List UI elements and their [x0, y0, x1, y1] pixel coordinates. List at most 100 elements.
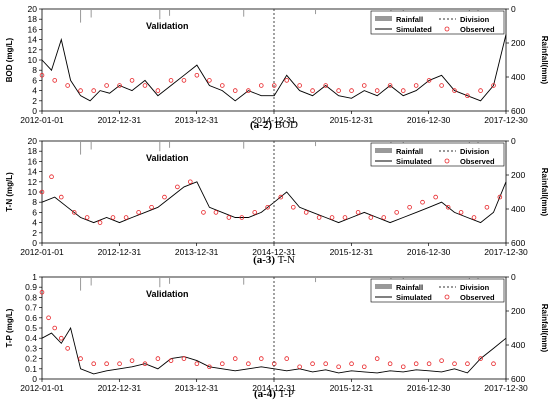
legend-label: Observed [460, 157, 495, 166]
observed-point [387, 83, 393, 88]
observed-point [374, 356, 380, 361]
observed-point [323, 83, 328, 88]
observed-point [491, 361, 496, 367]
panel-caption: (a-4) T-P [254, 388, 294, 400]
observed-point [162, 194, 167, 200]
y-tick-label: 14 [28, 35, 38, 45]
observed-point [297, 83, 302, 88]
legend-swatch-rainfall [375, 148, 392, 153]
y-tick-label: 8 [32, 197, 37, 207]
observed-point [368, 215, 374, 220]
y-tick-label: 2 [32, 96, 37, 106]
y-axis-label: T-P (mg/L) [5, 308, 14, 347]
caption-prefix: (a-3) [253, 254, 275, 266]
observed-point [361, 83, 367, 88]
observed-point [361, 364, 367, 370]
y2-tick-label: 0 [511, 272, 516, 282]
y-tick-label: 4 [32, 218, 37, 228]
y-tick-label: 6 [32, 75, 37, 85]
legend-box [370, 142, 505, 167]
observed-point [71, 210, 77, 215]
observed-point [168, 358, 174, 363]
x-tick-label: 2013-12-31 [175, 247, 219, 257]
y-tick-label: 0 [32, 106, 37, 116]
observed-point [439, 83, 444, 88]
x-tick-label: 2012-12-31 [98, 115, 142, 125]
y2-tick-label: 0 [511, 4, 516, 14]
y2-tick-label: 600 [511, 106, 525, 116]
observed-point [181, 78, 187, 83]
y2-tick-label: 600 [511, 374, 525, 384]
panel-caption: (a-3) T-N [253, 254, 295, 266]
caption-text: T-P [276, 388, 294, 400]
observed-point [39, 289, 45, 295]
y-tick-label: 1 [32, 272, 37, 282]
observed-point [78, 356, 83, 361]
observed-point [336, 364, 341, 370]
observed-point [52, 78, 58, 83]
legend-label: Simulated [396, 293, 432, 302]
y2-axis-label: Rainfall(mm) [540, 304, 549, 353]
observed-point [484, 205, 490, 210]
observed-point [213, 210, 219, 215]
legend-label: Division [460, 15, 490, 24]
y-tick-label: 18 [28, 146, 38, 156]
observed-point [142, 83, 148, 88]
observed-point [284, 356, 290, 361]
observed-point [188, 179, 193, 185]
caption-prefix: (a-4) [254, 388, 276, 400]
legend-label: Rainfall [396, 15, 423, 24]
observed-point [232, 356, 238, 361]
legend-box [370, 10, 505, 35]
y-tick-label: 8 [32, 65, 37, 75]
observed-point [207, 78, 212, 83]
observed-point [78, 88, 83, 93]
y2-axis-label: Rainfall(mm) [540, 36, 549, 85]
observed-point [433, 194, 438, 200]
legend-label: Observed [460, 293, 495, 302]
x-tick-label: 2012-01-01 [20, 247, 64, 257]
legend-label: Simulated [396, 25, 432, 34]
observed-point [65, 83, 70, 88]
observed-point [104, 83, 109, 88]
legend-label: Division [460, 283, 490, 292]
observed-point [258, 83, 264, 88]
observed-point [129, 78, 135, 83]
observed-point [303, 210, 309, 215]
observed-point [413, 83, 419, 88]
observed-point [265, 205, 270, 210]
observed-point [181, 356, 187, 361]
observed-point [220, 361, 225, 367]
observed-point [452, 361, 457, 367]
x-tick-label: 2014-12-31 [252, 115, 296, 125]
observed-point [226, 215, 232, 220]
caption-text: T-N [275, 254, 295, 266]
y-tick-label: 4 [32, 86, 37, 96]
region-annotation: Validation [146, 21, 189, 31]
observed-point [123, 215, 129, 220]
y-tick-label: 20 [28, 4, 38, 14]
observed-point [52, 325, 58, 331]
observed-point [194, 73, 200, 78]
legend-swatch-rainfall [375, 16, 392, 21]
y2-tick-label: 0 [511, 136, 516, 146]
legend-swatch-observed [444, 294, 450, 300]
x-tick-label: 2016-12-30 [407, 115, 451, 125]
observed-point [155, 88, 161, 93]
y-tick-label: 6 [32, 207, 37, 217]
legend-label: Simulated [396, 157, 432, 166]
observed-point [349, 88, 354, 93]
x-tick-label: 2015-12-31 [330, 247, 374, 257]
region-annotation: Validation [146, 289, 189, 299]
observed-point [316, 215, 322, 220]
observed-point [91, 361, 96, 367]
observed-point [46, 315, 51, 321]
y-tick-label: 18 [28, 14, 38, 24]
y-tick-label: 0.6 [25, 313, 37, 323]
observed-point [252, 210, 258, 215]
x-tick-label: 2015-12-31 [330, 115, 374, 125]
observed-point [497, 194, 503, 200]
observed-point [258, 356, 264, 361]
